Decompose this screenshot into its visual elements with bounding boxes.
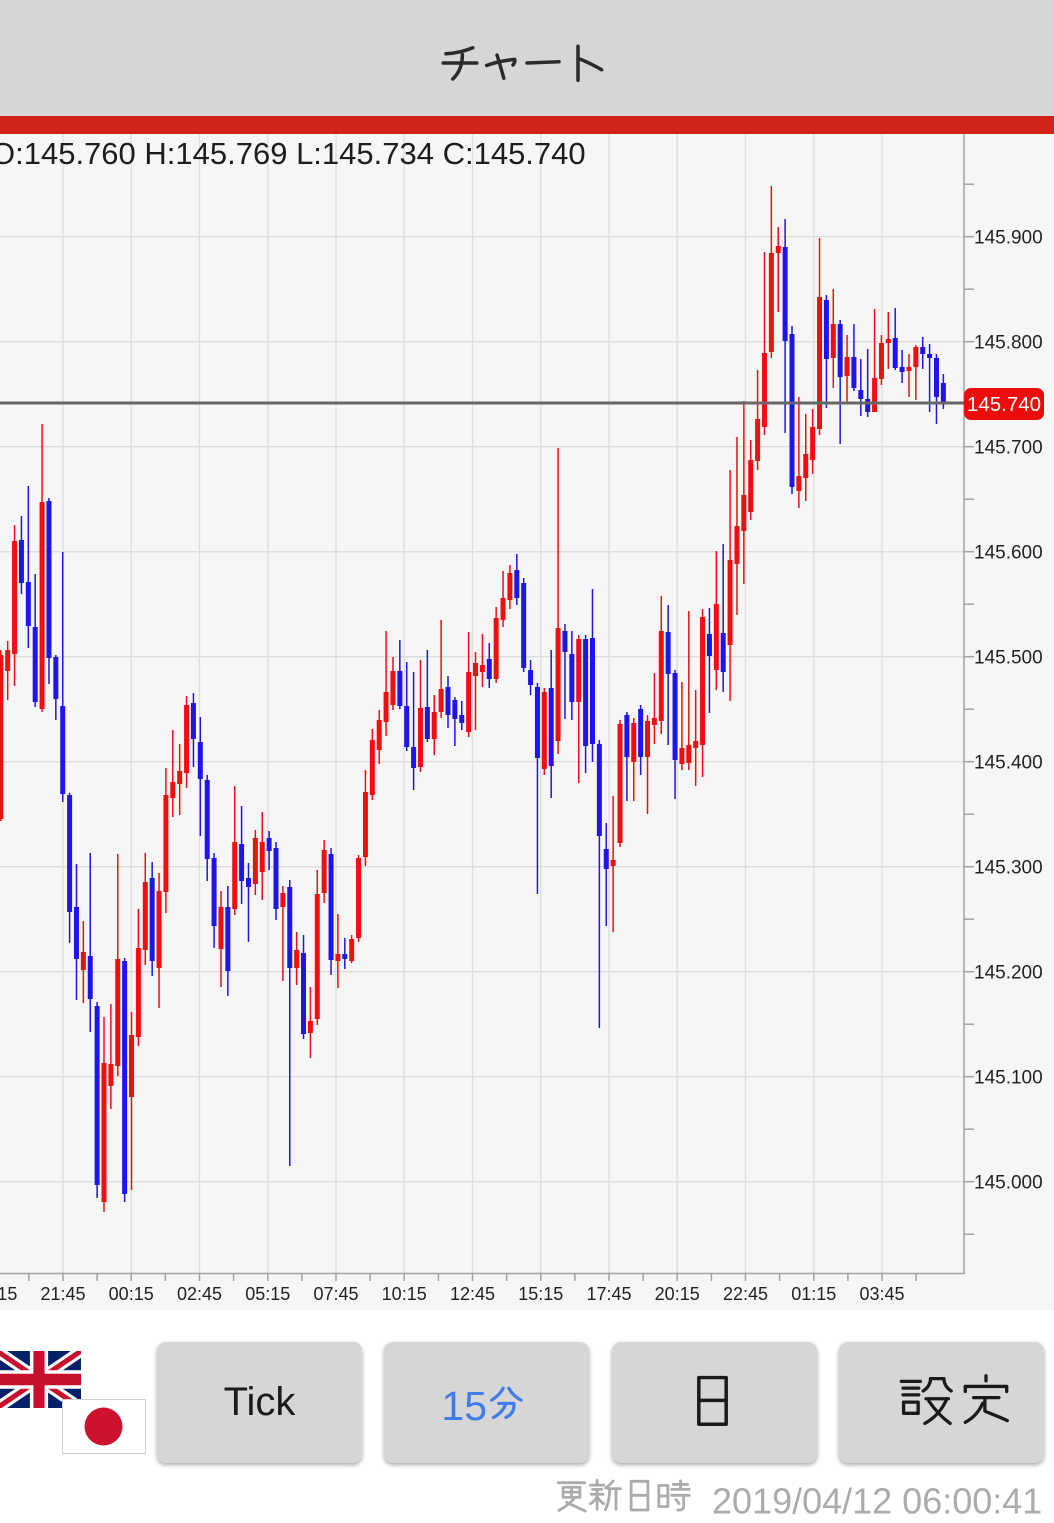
svg-text:02:45: 02:45 [177, 1284, 222, 1304]
svg-text:O:145.760 H:145.769 L:145.734: O:145.760 H:145.769 L:145.734 C:145.740 [0, 136, 586, 171]
svg-text:12:45: 12:45 [450, 1284, 495, 1304]
svg-text:145.500: 145.500 [974, 648, 1043, 669]
svg-text:145.900: 145.900 [974, 228, 1043, 249]
svg-text:03:45: 03:45 [859, 1284, 904, 1304]
svg-text:21:45: 21:45 [40, 1284, 85, 1304]
svg-text:145.400: 145.400 [974, 753, 1043, 774]
svg-text:17:45: 17:45 [586, 1284, 631, 1304]
svg-text:05:15: 05:15 [245, 1284, 290, 1304]
svg-text:145.740: 145.740 [967, 393, 1041, 416]
svg-text:07:45: 07:45 [313, 1284, 358, 1304]
svg-text:145.600: 145.600 [974, 543, 1043, 564]
svg-text:22:45: 22:45 [723, 1284, 768, 1304]
svg-text:145.100: 145.100 [974, 1068, 1043, 1089]
svg-text:145.800: 145.800 [974, 333, 1043, 354]
svg-text:15: 15 [441, 1383, 487, 1429]
svg-text:145.200: 145.200 [974, 963, 1043, 984]
svg-text:145.000: 145.000 [974, 1173, 1043, 1194]
svg-text:00:15: 00:15 [109, 1284, 154, 1304]
svg-text:19:15: 19:15 [0, 1284, 17, 1304]
svg-text:15:15: 15:15 [518, 1284, 563, 1304]
svg-text:145.700: 145.700 [974, 438, 1043, 459]
svg-text:20:15: 20:15 [655, 1284, 700, 1304]
svg-text:10:15: 10:15 [382, 1284, 427, 1304]
svg-text:01:15: 01:15 [791, 1284, 836, 1304]
svg-text:2019/04/12 06:00:41: 2019/04/12 06:00:41 [712, 1481, 1042, 1522]
svg-text:145.300: 145.300 [974, 858, 1043, 879]
